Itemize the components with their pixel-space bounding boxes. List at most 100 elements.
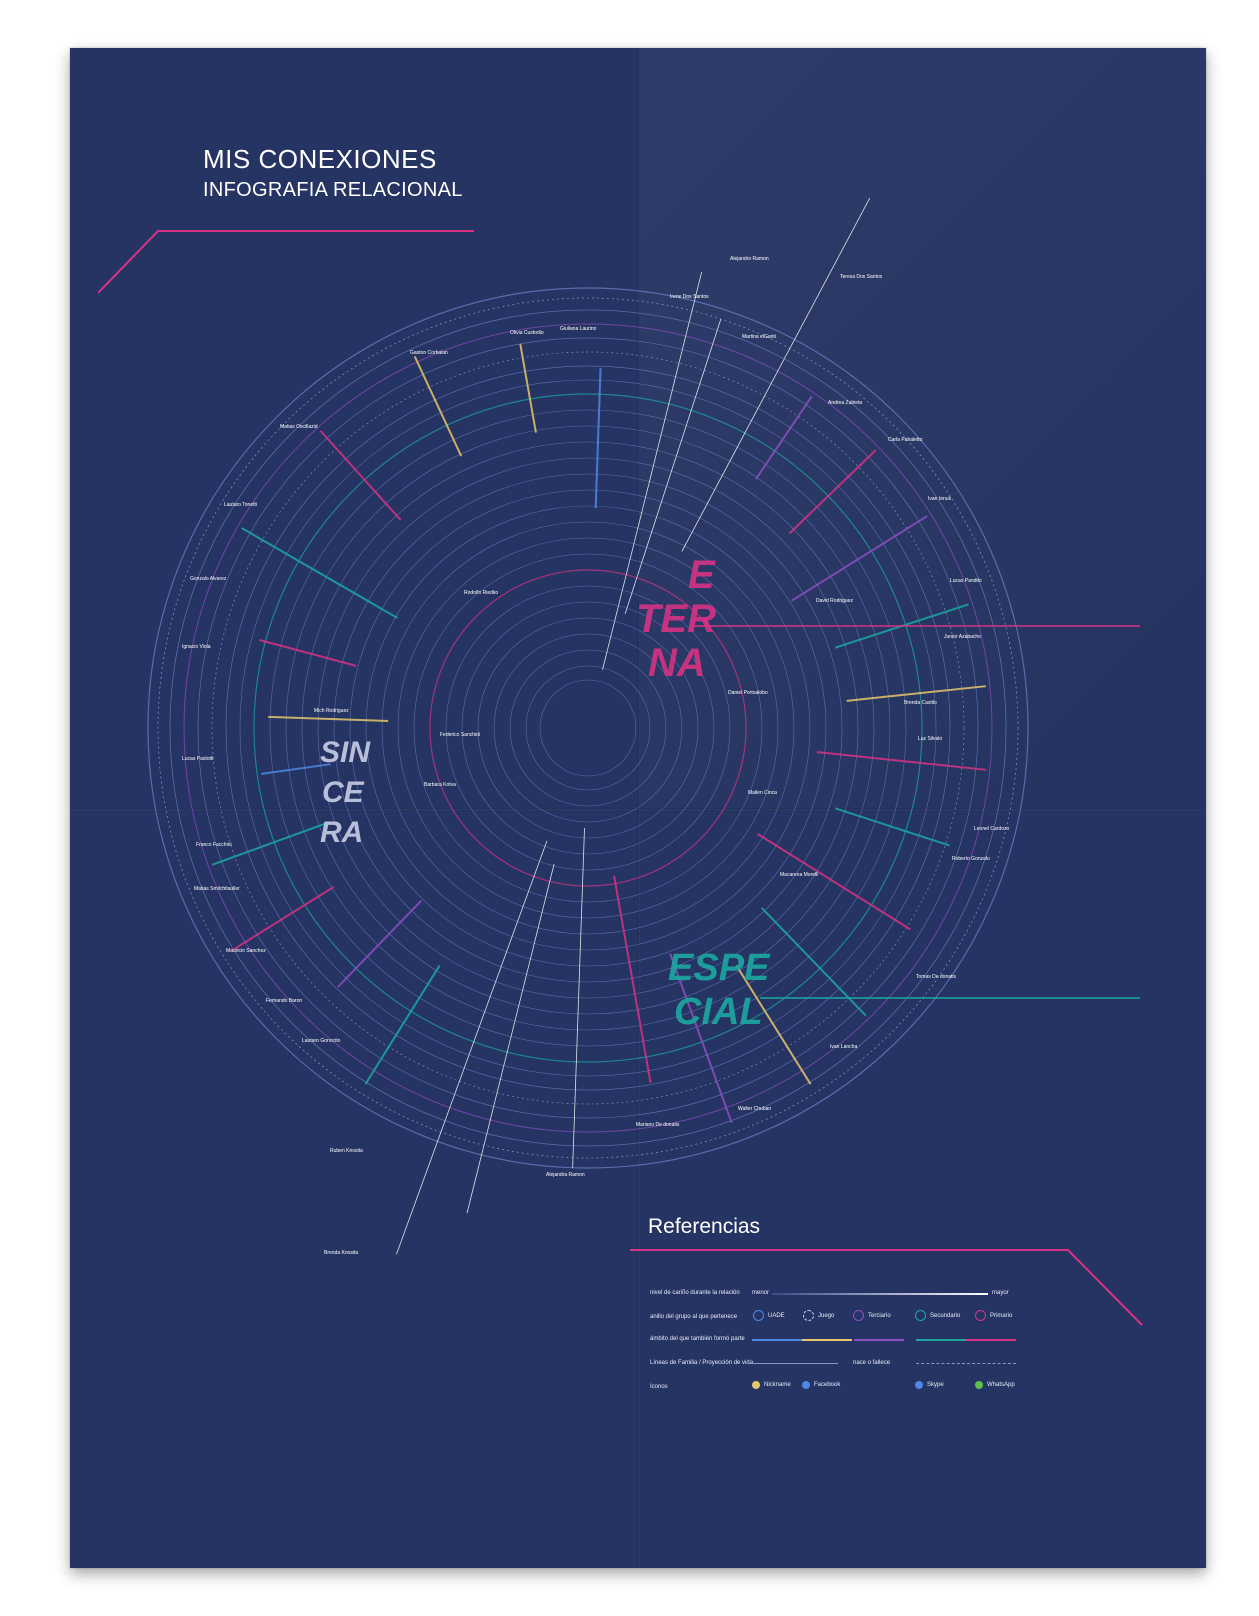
ref-row-label: ámbito del que también formó parte <box>650 1336 745 1342</box>
connection-line <box>319 430 402 521</box>
skype-icon <box>915 1381 923 1389</box>
icon-label: Nickname <box>764 1382 791 1388</box>
connection-line <box>791 515 928 602</box>
category-word: SIN <box>320 736 371 769</box>
ring <box>445 585 731 871</box>
person-name: Ignacio Viola <box>182 644 211 650</box>
connection-line <box>241 527 398 619</box>
person-name: Leonel Cardozo <box>974 826 1010 832</box>
connection-line <box>364 964 441 1085</box>
category-word: E <box>688 553 716 597</box>
family-line-solid <box>752 1363 838 1364</box>
connection-line <box>754 395 813 480</box>
family-label: nace o fallece <box>853 1360 891 1366</box>
ring <box>269 409 907 1047</box>
person-name: Roberto Gonzalo <box>952 856 990 862</box>
ref-ring-terciario: Terciario <box>853 1310 891 1321</box>
person-name: Ivan Lancha <box>830 1044 857 1050</box>
ring-label: Terciario <box>868 1312 891 1319</box>
connection-line <box>519 343 537 433</box>
ref-row-label: nivel de cariño durante la relación <box>650 1290 740 1296</box>
connection-line <box>231 886 335 952</box>
ring <box>381 521 795 935</box>
person-name: Brenda Castilo <box>904 700 937 706</box>
connection-line <box>261 763 331 775</box>
ring <box>509 649 667 807</box>
category-word: CE <box>322 776 365 809</box>
connection-line <box>602 271 703 670</box>
person-name: Ruben Knosita <box>330 1148 363 1154</box>
person-name: Mich Rodriguez <box>314 708 349 714</box>
ring-label: Secundario <box>930 1312 961 1319</box>
ambito-line-gold <box>802 1339 852 1341</box>
ring <box>429 569 747 887</box>
ring <box>197 337 979 1119</box>
person-name: Luz Silvalo <box>918 736 942 742</box>
person-name: Matias Oscillazid <box>280 424 318 430</box>
person-name: Carla Pahaletto <box>888 437 923 443</box>
connection-line <box>613 875 652 1083</box>
connection-line <box>846 685 986 702</box>
ref-ring-juego: Juego <box>803 1310 834 1321</box>
references-underline <box>630 1249 1143 1326</box>
references-title: Referencias <box>648 1215 761 1238</box>
family-line-dashed <box>916 1363 1016 1364</box>
icon-label: WhatsApp <box>987 1382 1015 1388</box>
page-subtitle: INFOGRAFIA RELACIONAL <box>203 179 463 201</box>
connection-line <box>337 899 423 988</box>
person-names: Alejandro Ramon Teresa Dos Santos Irene Do… <box>182 256 1010 1256</box>
ring <box>477 617 699 839</box>
connection-line <box>834 807 950 847</box>
whatsapp-icon <box>975 1381 983 1389</box>
connection-line <box>211 822 326 866</box>
ring <box>211 351 965 1105</box>
connection-line <box>669 953 733 1124</box>
connection-line <box>757 833 911 931</box>
person-name: Daniel Portoalobo <box>728 690 768 696</box>
ring-label: Primario <box>990 1312 1013 1319</box>
ring-uade-icon <box>753 1310 764 1321</box>
title-block: MIS CONEXIONES INFOGRAFIA RELACIONAL <box>203 144 463 202</box>
ref-ring-primario: Primario <box>975 1310 1012 1321</box>
connection-line <box>259 639 357 667</box>
nickname-icon <box>752 1381 760 1389</box>
ref-icon-facebook: Facebook <box>802 1381 840 1389</box>
facebook-icon <box>802 1381 810 1389</box>
ring <box>147 287 1029 1169</box>
person-name: Macarena Morelli <box>780 872 818 878</box>
ring <box>317 457 859 999</box>
connection-line <box>624 318 722 614</box>
person-name: Lucas Pastotti <box>182 756 213 762</box>
title-underline <box>98 230 474 294</box>
ring-label: Juego <box>818 1312 835 1319</box>
connection-line <box>268 715 389 723</box>
relationship-diagram: Alejandro Ramon Teresa Dos Santos Irene Do… <box>147 198 1140 1256</box>
ref-row-label: anillo del grupo al que pertenece <box>650 1314 738 1320</box>
ring <box>157 297 1019 1159</box>
person-name: Andrea Zubieta <box>828 400 862 406</box>
person-name: Gaston Corbalan <box>410 350 448 356</box>
ambito-line-blue <box>752 1339 802 1341</box>
page-title: MIS CONEXIONES <box>203 144 437 174</box>
ring <box>169 309 1007 1147</box>
connection-line <box>466 863 555 1214</box>
ref-row-label: Líneas de Familia / Proyección de vida <box>650 1360 754 1366</box>
ring <box>493 633 683 823</box>
concentric-rings <box>147 287 1029 1169</box>
ring <box>349 489 827 967</box>
person-name: Alejandra Ramon <box>546 1172 585 1178</box>
scale-min-label: menor <box>752 1290 770 1296</box>
ref-row-label: Iconos <box>650 1384 668 1390</box>
ring <box>333 473 843 983</box>
ring <box>365 505 811 951</box>
ring-label: UADE <box>768 1312 785 1319</box>
person-name: Irene Dos Santos <box>670 294 709 300</box>
category-word: RA <box>320 816 363 849</box>
connection-lines <box>211 198 1140 1255</box>
connection-line <box>760 907 867 1017</box>
connection-line <box>572 827 585 1168</box>
person-name: Brenda Knosita <box>324 1250 358 1256</box>
connection-line <box>396 840 548 1255</box>
ring <box>525 665 651 791</box>
